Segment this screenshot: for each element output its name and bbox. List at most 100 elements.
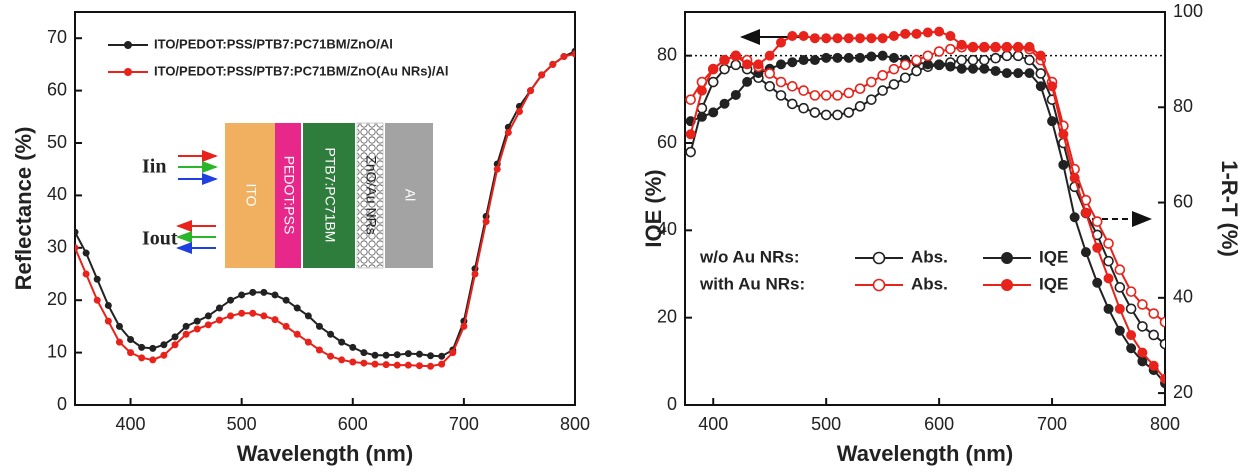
marker	[832, 52, 843, 63]
marker	[922, 50, 934, 62]
marker	[182, 330, 190, 338]
marker	[315, 322, 323, 330]
series-line	[689, 30, 1165, 380]
marker	[1114, 282, 1126, 293]
y-tick-label: 80	[657, 44, 677, 64]
marker	[843, 33, 854, 44]
marker	[127, 349, 135, 357]
marker	[922, 27, 933, 38]
layer	[225, 123, 275, 268]
marker	[730, 59, 742, 71]
marker	[171, 341, 179, 349]
marker	[149, 344, 157, 352]
marker	[866, 76, 877, 88]
marker	[809, 90, 821, 101]
marker	[854, 83, 866, 94]
marker	[866, 33, 877, 44]
plot-frame	[684, 11, 1166, 406]
x-tick-label: 400	[116, 414, 146, 434]
x-tick-label: 600	[924, 414, 954, 434]
marker	[349, 343, 357, 351]
marker	[798, 102, 809, 114]
marker	[427, 362, 435, 370]
layer	[303, 123, 355, 268]
marker	[382, 361, 390, 369]
marker	[160, 341, 168, 349]
marker	[1114, 264, 1126, 276]
marker	[764, 50, 775, 61]
marker	[1047, 81, 1058, 92]
marker	[104, 317, 112, 325]
marker	[764, 68, 776, 79]
legend-row-label: with Au NRs:	[699, 274, 805, 293]
marker	[809, 33, 820, 44]
marker	[1001, 68, 1012, 79]
marker	[1001, 252, 1013, 264]
y-tick-label: 60	[47, 79, 67, 99]
marker	[115, 322, 123, 330]
marker	[888, 63, 900, 75]
layer-label: ZnO/Au NRs	[363, 155, 379, 234]
marker	[899, 72, 911, 84]
marker	[460, 322, 468, 330]
marker	[798, 31, 809, 42]
marker	[1091, 216, 1103, 227]
marker	[415, 350, 423, 358]
marker	[1103, 303, 1114, 314]
legend-label: Abs.	[911, 247, 948, 266]
marker	[945, 43, 956, 55]
y2-tick-label: 100	[1173, 1, 1203, 21]
marker	[75, 244, 79, 252]
marker	[127, 336, 135, 343]
marker	[215, 316, 223, 324]
marker	[1013, 41, 1024, 52]
marker	[832, 33, 843, 44]
marker	[922, 59, 933, 70]
marker	[1013, 68, 1024, 79]
marker	[549, 60, 557, 68]
y-tick-label: 70	[47, 27, 67, 47]
y-tick-label: 0	[667, 394, 677, 414]
marker	[775, 76, 787, 88]
marker	[1114, 325, 1125, 336]
marker	[1035, 68, 1047, 79]
marker	[1058, 129, 1069, 140]
marker	[719, 63, 730, 75]
marker	[227, 296, 235, 304]
marker	[304, 312, 312, 320]
marker	[899, 59, 911, 71]
marker	[82, 270, 90, 278]
marker	[707, 76, 719, 88]
marker	[282, 296, 290, 304]
y-tick-label: 30	[47, 237, 67, 257]
marker	[798, 55, 809, 66]
marker	[427, 352, 435, 360]
marker	[104, 301, 112, 309]
incident-label: Iin	[142, 156, 166, 178]
x-tick-label: 400	[698, 414, 728, 434]
marker	[1103, 273, 1114, 284]
marker	[138, 343, 146, 351]
marker	[809, 55, 820, 66]
y-tick-label: 20	[657, 306, 677, 326]
marker	[204, 321, 212, 329]
marker	[1159, 316, 1165, 328]
marker	[404, 350, 412, 358]
marker	[1159, 338, 1165, 350]
marker	[786, 98, 798, 110]
y2-tick-label: 20	[1173, 382, 1193, 402]
marker	[967, 54, 979, 66]
x-tick-label: 500	[811, 414, 841, 434]
marker	[538, 71, 546, 79]
y2-tick-label: 60	[1173, 191, 1193, 211]
marker	[393, 361, 401, 369]
marker	[776, 59, 786, 70]
marker	[843, 87, 855, 99]
marker	[471, 270, 479, 278]
marker	[1024, 54, 1035, 66]
marker	[1058, 159, 1069, 170]
marker	[315, 346, 323, 354]
marker	[719, 55, 730, 66]
marker	[990, 52, 1001, 64]
